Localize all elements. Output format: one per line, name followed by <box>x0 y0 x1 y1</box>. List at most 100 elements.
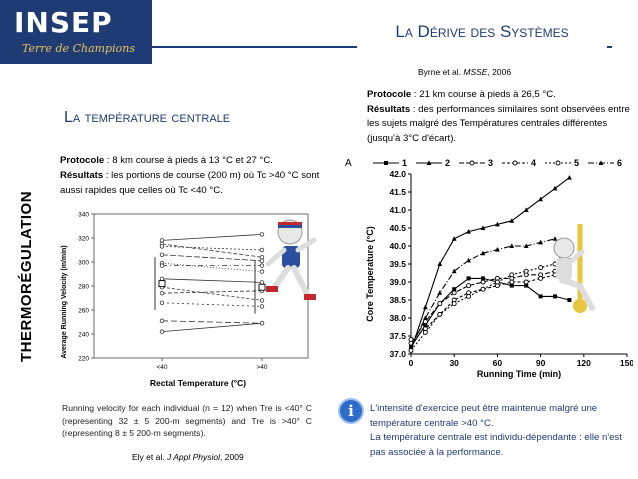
core-temp-point <box>509 283 514 288</box>
core-temp-point <box>523 268 529 274</box>
core-temp-point <box>480 225 486 230</box>
velocity-point <box>259 247 265 253</box>
left-reference: Ely et al. J Appl Physiol, 2009 <box>132 452 244 462</box>
runner-figure <box>265 219 317 300</box>
core-temp-legend-label: 2 <box>445 158 450 168</box>
core-temp-legend-label: 4 <box>531 158 536 168</box>
left-study-text: Protocole : 8 km course à pieds à 13 °C … <box>60 153 322 198</box>
right-results-label: Résultats <box>367 103 411 115</box>
velocity-point <box>259 263 265 268</box>
velocity-chart: 220 240 260 280 300 320 340 <40 >40 Average Runn… <box>61 212 309 388</box>
right-results-text: : des performances similaires sont obser… <box>367 103 630 144</box>
core-temp-point <box>437 301 443 307</box>
core-temp-point <box>538 275 544 281</box>
right-protocol-label: Protocole <box>367 89 412 100</box>
core-temp-series-line <box>410 245 570 351</box>
velocity-series-line <box>161 302 263 307</box>
conclusion-line-1: L'intensité d'exercice peut être mainten… <box>370 403 598 429</box>
page-title: La Dérive des Systèmes <box>357 22 607 50</box>
velocity-mean-marker <box>158 280 166 288</box>
left-protocol-label: Protocole <box>60 155 105 166</box>
core-temp-point <box>437 261 443 266</box>
core-temp-point <box>408 344 414 349</box>
velocity-point <box>159 318 165 323</box>
left-reference-authors: Ely et al. <box>132 452 167 462</box>
core-temp-point <box>451 301 457 307</box>
velocity-series-line <box>161 254 263 262</box>
right-reference-year: , 2006 <box>487 67 512 77</box>
core-temp-point <box>509 243 515 248</box>
core-temp-point <box>538 294 543 299</box>
velocity-series-line <box>161 286 263 301</box>
velocity-x-tick-label: >40 <box>256 364 267 371</box>
core-temperature-chart: A 1 2 3 4 5 6 37.0 37.5 38.0 38.5 39.0 39.5 40.0 40.… <box>345 158 633 379</box>
core-temp-point <box>598 160 604 165</box>
info-icon: i <box>338 398 364 424</box>
core-temp-x-tick-label: 120 <box>577 358 591 368</box>
core-temp-point <box>495 221 500 227</box>
core-temp-point <box>509 279 515 285</box>
core-temp-point <box>523 243 529 248</box>
left-results-text: : les portions de course (200 m) où Tc >… <box>60 170 320 196</box>
core-temp-point <box>466 229 471 234</box>
velocity-series-line <box>161 234 263 241</box>
core-temp-point <box>437 290 443 295</box>
core-temp-point <box>538 196 543 202</box>
core-temp-point <box>466 293 472 299</box>
velocity-point <box>259 258 265 263</box>
velocity-series-line <box>161 290 263 294</box>
core-temp-series-line <box>410 274 570 341</box>
core-temp-point <box>451 236 457 241</box>
core-temp-point <box>466 257 471 263</box>
velocity-y-tick-label: 220 <box>78 356 89 363</box>
core-temp-point <box>423 315 428 320</box>
core-temp-point <box>480 279 486 285</box>
core-temp-point <box>524 283 529 288</box>
core-temp-point <box>451 268 457 274</box>
velocity-point <box>259 269 265 274</box>
velocity-point <box>159 329 165 334</box>
core-temp-point <box>423 304 428 310</box>
core-temp-legend-label: 3 <box>488 158 493 168</box>
core-temp-x-tick-label: 0 <box>409 358 414 368</box>
core-temp-x-tick-label: 90 <box>536 358 546 368</box>
left-protocol-text: : 8 km course à pieds à 13 °C et 27 °C. <box>104 155 273 166</box>
velocity-mean-marker <box>258 283 266 291</box>
velocity-y-tick-label: 320 <box>78 236 89 243</box>
conclusion-line-2: La température centrale est individu-dép… <box>370 432 622 458</box>
core-temp-x-tick-label: 30 <box>449 358 459 368</box>
core-temp-point <box>495 247 500 252</box>
core-temp-point <box>423 323 428 328</box>
velocity-point <box>259 304 265 309</box>
logo-text: INSEP <box>14 6 113 39</box>
velocity-y-label: Average Running Velocity (m/min) <box>61 245 68 358</box>
velocity-x-tick-label: <40 <box>156 364 167 371</box>
core-temp-point <box>451 290 457 296</box>
velocity-point <box>159 300 165 305</box>
core-temp-point <box>480 250 486 256</box>
core-temp-series-line <box>410 177 570 351</box>
left-reference-journal: J Appl Physiol <box>166 452 221 462</box>
right-reference: Byrne et al. MSSE, 2006 <box>418 67 511 77</box>
velocity-x-label: Rectal Temperature (°C) <box>150 378 246 388</box>
core-temp-y-tick-label: 40.0 <box>389 241 406 251</box>
core-temp-point <box>481 276 485 281</box>
conclusion-text: L'intensité d'exercice peut être mainten… <box>370 402 632 460</box>
core-temp-y-tick-label: 41.5 <box>389 187 406 197</box>
panel-label: A <box>345 158 352 169</box>
core-temp-y-tick-label: 38.5 <box>389 295 406 305</box>
core-temp-point <box>509 218 515 223</box>
side-label: THERMORÉGULATION <box>18 190 35 362</box>
right-protocol-text: : 21 km course à pieds à 26,5 °C. <box>411 89 556 100</box>
core-temp-point <box>426 160 432 165</box>
right-study-text: Protocole : 21 km course à pieds à 26,5 … <box>367 88 637 146</box>
velocity-series-line <box>161 262 263 272</box>
left-reference-year: , 2009 <box>220 452 244 462</box>
left-protocol: Protocole : 8 km course à pieds à 13 °C … <box>60 153 322 168</box>
right-reference-authors: Byrne et al. <box>418 67 464 77</box>
core-temp-y-tick-label: 41.0 <box>389 205 406 215</box>
core-temp-point <box>538 265 544 271</box>
core-temp-point <box>408 337 414 343</box>
velocity-series-line <box>161 246 263 251</box>
core-temp-point <box>437 311 443 317</box>
